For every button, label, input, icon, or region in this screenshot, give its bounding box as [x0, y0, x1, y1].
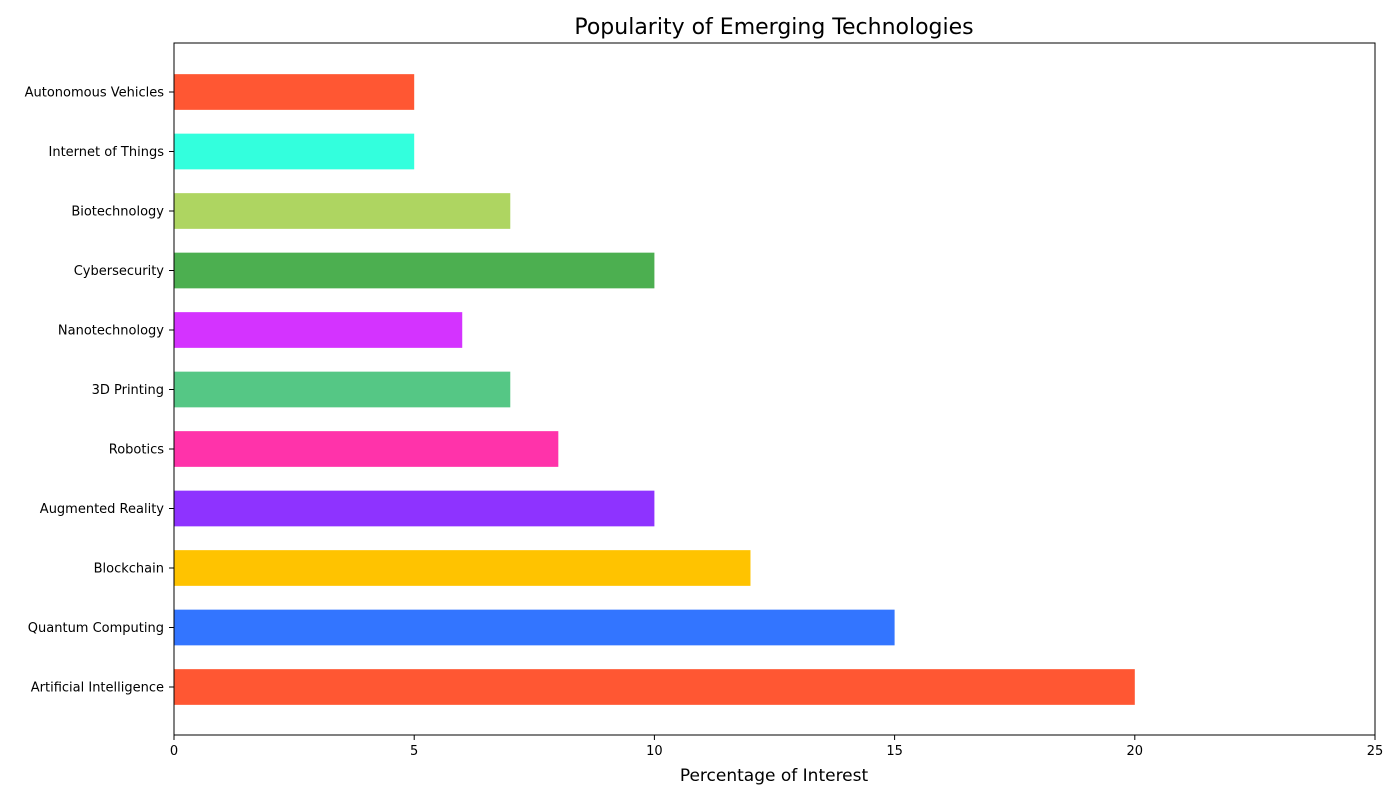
- bar-internet-of-things: [174, 133, 415, 170]
- y-tick-label: Quantum Computing: [28, 621, 164, 636]
- x-tick-label: 0: [170, 744, 178, 759]
- x-tick-label: 20: [1127, 744, 1144, 759]
- x-tick-label: 10: [646, 744, 663, 759]
- y-tick-label: Cybersecurity: [74, 264, 165, 279]
- bar-quantum-computing: [174, 609, 895, 646]
- bar-3d-printing: [174, 371, 511, 408]
- y-tick-label: Nanotechnology: [58, 324, 164, 339]
- y-tick-label: Autonomous Vehicles: [25, 86, 165, 101]
- y-tick-label: Internet of Things: [49, 145, 165, 160]
- y-axis-ticks: Artificial Intelligence Quantum Computing…: [25, 86, 174, 696]
- axes-frame: [173, 42, 1376, 736]
- bar-nanotechnology: [174, 312, 463, 348]
- bar-cybersecurity: [174, 252, 655, 289]
- bar-blockchain: [174, 550, 751, 586]
- x-axis-label: Percentage of Interest: [680, 766, 869, 786]
- y-tick-label: Biotechnology: [71, 205, 164, 220]
- bar-augmented-reality: [174, 490, 655, 527]
- bar-autonomous-vehicles: [174, 74, 415, 110]
- chart-title: Popularity of Emerging Technologies: [574, 15, 973, 40]
- x-tick-label: 5: [410, 744, 418, 759]
- y-tick-label: 3D Printing: [92, 383, 164, 398]
- x-tick-label: 25: [1367, 744, 1384, 759]
- x-axis-ticks: 0 5 10 15 20 25: [170, 735, 1383, 759]
- y-tick-label: Robotics: [109, 443, 164, 458]
- x-tick-label: 15: [886, 744, 903, 759]
- y-tick-label: Blockchain: [94, 562, 164, 577]
- bar-robotics: [174, 431, 559, 467]
- bar-biotechnology: [174, 193, 511, 229]
- y-tick-label: Artificial Intelligence: [31, 681, 164, 696]
- bars-group: [174, 74, 1135, 705]
- y-tick-label: Augmented Reality: [40, 502, 164, 517]
- bar-artificial-intelligence: [174, 669, 1135, 705]
